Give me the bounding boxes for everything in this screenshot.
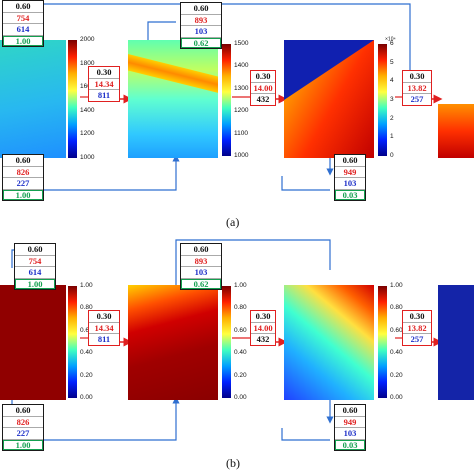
tick-label: 1100 (234, 129, 248, 137)
tick-label: 0.40 (390, 348, 403, 356)
arrow-box-a-3: 0.30 13.82 257 (402, 70, 432, 106)
tick-label: 5 (390, 58, 394, 66)
tick-label: 1.00 (80, 281, 93, 289)
colorbar-b1-ticks: 1.00 0.80 0.60 0.40 0.20 0.00 (80, 281, 100, 400)
colorbar-a2-ticks: 1500 1400 1300 1200 1100 1000 (234, 39, 254, 158)
tick-label: 1.00 (234, 281, 247, 289)
param-box-b-right-bottom: 0.60 949 103 0.03 (334, 404, 366, 451)
heatmap-b3 (284, 285, 374, 400)
heatmap-b4 (438, 285, 474, 400)
tick-label: 0.00 (80, 393, 93, 401)
tick-label: 0.00 (390, 393, 403, 401)
tick-label: 0.40 (234, 348, 247, 356)
tick-label: 1800 (80, 59, 95, 67)
colorbar-b2-ticks: 1.00 0.80 0.60 0.40 0.20 0.00 (234, 281, 254, 400)
colorbar-a1-ticks: 2000 1800 1600 1400 1200 1000 (80, 35, 100, 160)
tick-label: 1400 (80, 106, 95, 114)
param-box-a-right-bottom: 0.60 949 103 0.03 (334, 154, 366, 201)
param-box-b-left-top: 0.60 754 614 1.00 (14, 243, 56, 290)
tick-label: 0.20 (80, 371, 93, 379)
tick-label: 1500 (234, 39, 249, 47)
arrow-box-a-1: 0.30 14.34 811 (88, 66, 120, 102)
tick-label: 1.00 (390, 281, 403, 289)
param-box-a-left-top: 0.60 754 614 1.00 (2, 0, 44, 47)
tick-label: 4 (390, 77, 394, 85)
tick-label: 1300 (234, 84, 249, 92)
colorbar-b3-ticks: 1.00 0.80 0.60 0.40 0.20 0.00 (390, 281, 410, 400)
colorbar-a2 (222, 44, 231, 156)
tick-label: 0.80 (234, 304, 247, 312)
tick-label: 0.80 (80, 304, 93, 312)
tick-label: 1000 (234, 151, 249, 159)
caption-a: (a) (226, 215, 240, 229)
tick-label: 1200 (80, 130, 95, 138)
tick-label: 1200 (234, 106, 249, 114)
tick-label: 1000 (80, 153, 95, 161)
tick-label: 0.00 (234, 393, 247, 401)
colorbar-b1 (68, 286, 77, 398)
heatmap-a4 (438, 104, 474, 158)
heatmap-b1 (0, 285, 66, 400)
tick-label: 2000 (80, 35, 95, 43)
tick-label: 6 (390, 39, 394, 47)
param-box-a-mid-top: 0.60 893 103 0.62 (180, 2, 222, 49)
tick-label: 1600 (80, 83, 94, 91)
param-box-a-left-bottom: 0.60 826 227 1.00 (2, 154, 44, 201)
tick-label: 0.80 (390, 304, 403, 312)
tick-label: 0 (390, 151, 394, 159)
colorbar-b3 (378, 286, 387, 398)
tick-label: 3 (390, 95, 394, 103)
caption-b: (b) (226, 456, 240, 470)
colorbar-a3-ticks: 6 5 4 3 2 1 0 (390, 39, 400, 158)
tick-label: 0.40 (80, 348, 93, 356)
arrow-box-b-3: 0.30 13.82 257 (402, 310, 432, 346)
heatmap-a3 (284, 40, 374, 158)
tick-label: 2 (390, 114, 394, 122)
colorbar-b2 (222, 286, 231, 398)
tick-label: 0.20 (234, 371, 247, 379)
tick-label: 0.60 (234, 326, 247, 334)
arrow-box-b-2: 0.30 14.00 432 (250, 310, 276, 346)
colorbar-a1 (68, 40, 77, 158)
param-box-b-mid-top: 0.60 893 103 0.62 (180, 243, 222, 290)
tick-label: 0.60 (80, 326, 93, 334)
param-box-b-left-bottom: 0.60 826 227 1.00 (2, 404, 44, 451)
tick-label: 0.60 (390, 326, 403, 334)
tick-label: 1400 (234, 62, 249, 70)
colorbar-a3-exponent: ×10⁴ (385, 36, 396, 43)
tick-label: 0.20 (390, 371, 403, 379)
heatmap-b2 (128, 285, 218, 400)
colorbar-a3 (378, 44, 387, 156)
heatmap-a1 (0, 40, 66, 158)
tick-label: 1 (390, 133, 394, 141)
heatmap-a2 (128, 40, 218, 158)
arrow-box-a-2: 0.30 14.00 432 (250, 70, 276, 106)
arrow-box-b-1: 0.30 14.34 811 (88, 310, 120, 346)
